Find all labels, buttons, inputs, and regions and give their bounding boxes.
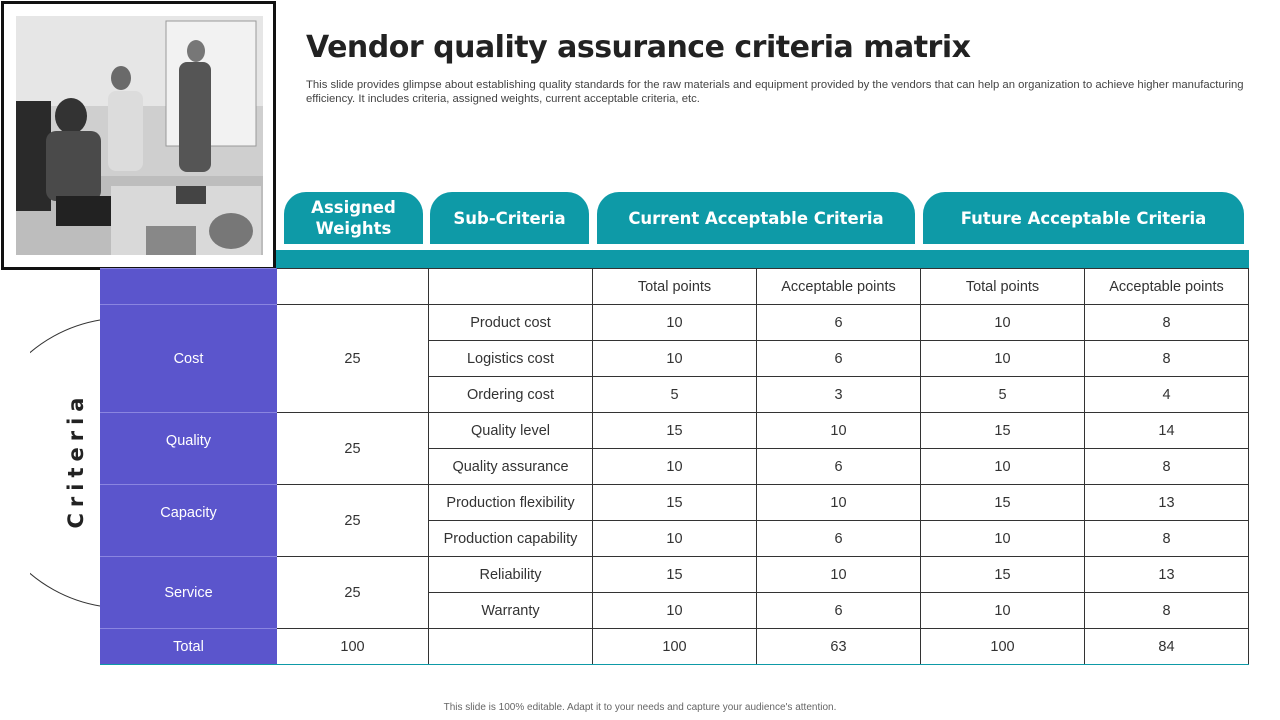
sub-criteria-cell: Quality assurance <box>428 448 593 485</box>
criteria-cell: Service <box>100 556 277 629</box>
table-row: Quality 25 Quality level 15 10 15 14 <box>100 412 1249 485</box>
value-cell: 10 <box>920 592 1085 629</box>
column-header: Total points <box>920 268 1085 305</box>
criteria-matrix-table: Total points Acceptable points Total poi… <box>100 268 1249 665</box>
table-header-row: Total points Acceptable points Total poi… <box>100 268 1249 305</box>
header-future-criteria: Future Acceptable Criteria <box>923 192 1244 244</box>
sub-criteria-cell: Reliability <box>428 556 593 593</box>
sub-criteria-cell: Production flexibility <box>428 484 593 521</box>
column-header: Acceptable points <box>756 268 921 305</box>
table-row: Quality assurance 10 6 10 8 <box>101 448 1249 485</box>
table-row: Service 25 Reliability 15 10 15 13 <box>100 556 1249 629</box>
criteria-cell: Cost <box>100 304 277 413</box>
value-cell: 4 <box>1084 376 1249 413</box>
criteria-cell: Quality <box>100 412 277 485</box>
total-row: Total 100 100 63 100 84 <box>100 628 1249 665</box>
table-cell <box>276 268 429 305</box>
value-cell: 15 <box>920 484 1085 521</box>
value-cell: 15 <box>920 412 1085 449</box>
sub-criteria-cell: Ordering cost <box>428 376 593 413</box>
value-cell: 10 <box>756 556 921 593</box>
value-cell: 8 <box>1084 520 1249 557</box>
value-cell: 8 <box>1084 304 1249 341</box>
table-cell <box>428 628 593 665</box>
value-cell: 5 <box>592 376 757 413</box>
value-cell: 10 <box>920 304 1085 341</box>
table-cell <box>100 268 277 305</box>
header-assigned-weights: Assigned Weights <box>284 192 423 244</box>
value-cell: 8 <box>1084 448 1249 485</box>
weight-cell: 25 <box>276 304 429 413</box>
value-cell: 10 <box>756 484 921 521</box>
value-cell: 10 <box>592 520 757 557</box>
value-cell: 6 <box>756 304 921 341</box>
criteria-cell: Capacity <box>100 484 277 557</box>
value-cell: 15 <box>920 556 1085 593</box>
table-row: Ordering cost 5 3 5 4 <box>101 376 1249 413</box>
criteria-side-label: Criteria <box>64 391 88 529</box>
value-cell: 10 <box>592 304 757 341</box>
value-cell: 10 <box>920 448 1085 485</box>
sub-criteria-cell: Logistics cost <box>428 340 593 377</box>
weight-cell: 25 <box>276 412 429 485</box>
value-cell: 14 <box>1084 412 1249 449</box>
total-value-cell: 100 <box>592 628 757 665</box>
sub-criteria-cell: Product cost <box>428 304 593 341</box>
value-cell: 6 <box>756 592 921 629</box>
header-current-criteria: Current Acceptable Criteria <box>597 192 915 244</box>
value-cell: 13 <box>1084 484 1249 521</box>
total-value-cell: 84 <box>1084 628 1249 665</box>
sub-criteria-cell: Quality level <box>428 412 593 449</box>
value-cell: 15 <box>592 484 757 521</box>
sub-criteria-cell: Warranty <box>428 592 593 629</box>
total-weight-cell: 100 <box>276 628 429 665</box>
weight-cell: 25 <box>276 484 429 557</box>
value-cell: 10 <box>592 340 757 377</box>
value-cell: 5 <box>920 376 1085 413</box>
column-header: Acceptable points <box>1084 268 1249 305</box>
total-value-cell: 100 <box>920 628 1085 665</box>
header-bar <box>276 250 1249 268</box>
table-cell <box>428 268 593 305</box>
footer-note: This slide is 100% editable. Adapt it to… <box>443 702 837 713</box>
value-cell: 3 <box>756 376 921 413</box>
value-cell: 15 <box>592 412 757 449</box>
value-cell: 10 <box>920 340 1085 377</box>
value-cell: 6 <box>756 340 921 377</box>
value-cell: 6 <box>756 520 921 557</box>
table-row: Logistics cost 10 6 10 8 <box>101 340 1249 377</box>
value-cell: 8 <box>1084 592 1249 629</box>
page-title: Vendor quality assurance criteria matrix <box>306 30 971 65</box>
table-row: Capacity 25 Production flexibility 15 10… <box>100 484 1249 557</box>
criteria-arc <box>30 319 101 607</box>
value-cell: 13 <box>1084 556 1249 593</box>
photo-frame <box>1 1 276 270</box>
table-row: Warranty 10 6 10 8 <box>101 592 1249 629</box>
value-cell: 10 <box>592 592 757 629</box>
table-row: Cost 25 Product cost 10 6 10 8 <box>100 304 1249 413</box>
page-subtitle: This slide provides glimpse about establ… <box>306 79 1244 105</box>
value-cell: 10 <box>592 448 757 485</box>
sub-criteria-cell: Production capability <box>428 520 593 557</box>
total-label-cell: Total <box>100 628 277 665</box>
value-cell: 6 <box>756 448 921 485</box>
weight-cell: 25 <box>276 556 429 629</box>
column-header: Total points <box>592 268 757 305</box>
meeting-photo <box>16 16 263 255</box>
value-cell: 10 <box>756 412 921 449</box>
header-sub-criteria: Sub-Criteria <box>430 192 589 244</box>
value-cell: 15 <box>592 556 757 593</box>
total-value-cell: 63 <box>756 628 921 665</box>
value-cell: 10 <box>920 520 1085 557</box>
value-cell: 8 <box>1084 340 1249 377</box>
